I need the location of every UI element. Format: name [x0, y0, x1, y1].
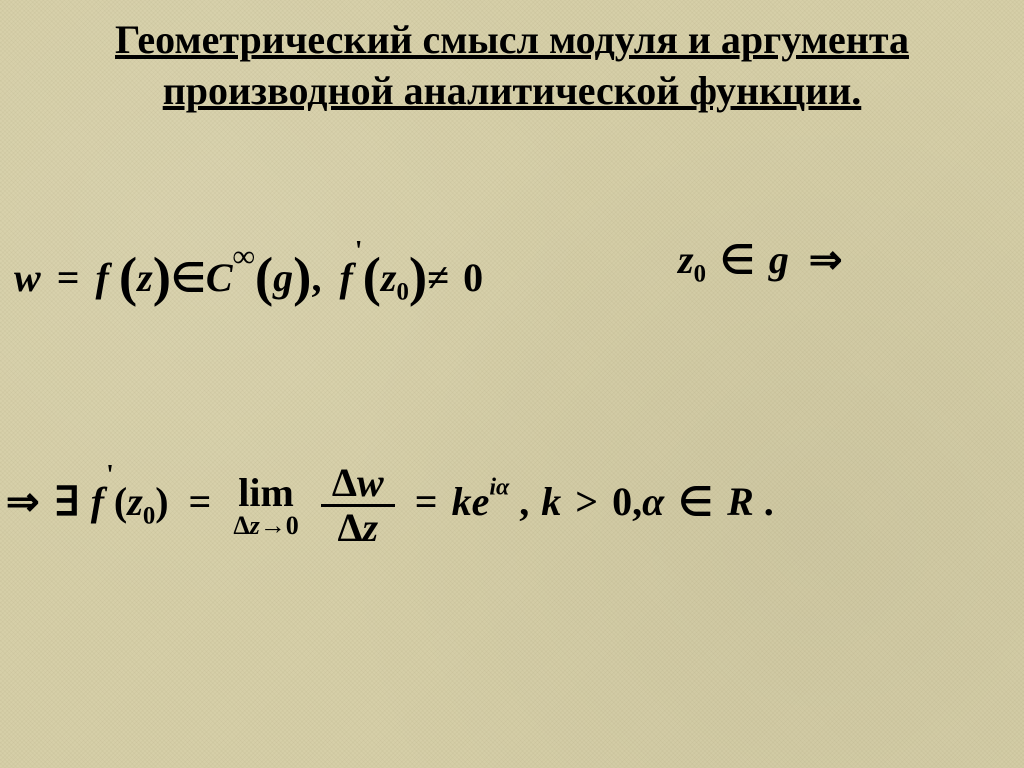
l2-z: z: [127, 479, 143, 524]
var-g: g: [273, 255, 293, 300]
l2-f: f: [91, 479, 104, 524]
num-delta: Δ: [332, 460, 357, 505]
l2-comma2: ,: [632, 479, 642, 524]
exp-alpha: α: [496, 474, 509, 500]
exp-i: i: [489, 474, 496, 500]
l2-comma1: ,: [519, 479, 529, 524]
l2-lparen: (: [114, 479, 127, 524]
fraction-num: Δw: [321, 462, 395, 504]
lim-block: lim Δz→0: [233, 473, 298, 539]
var-e: e: [472, 479, 490, 524]
set-R: R: [727, 479, 754, 524]
period: .: [764, 479, 774, 524]
var-z0-0: 0: [396, 278, 408, 305]
gt-sign: >: [575, 479, 598, 524]
rparen-3: ): [409, 246, 427, 307]
var-z0-z: z: [381, 255, 397, 300]
r-implies: ⇒: [809, 237, 843, 282]
var-z: z: [137, 255, 153, 300]
r-in-symbol: ∈: [720, 237, 755, 282]
zero-1: 0: [463, 255, 483, 300]
fraction-den: Δz: [321, 507, 395, 549]
func-f: f: [95, 255, 108, 300]
exp-i-alpha: iα: [489, 474, 509, 500]
equation-line-1-right: z0 ∈ g ⇒: [678, 236, 842, 289]
l2-prime: ': [106, 460, 114, 491]
sup-infty: ∞: [233, 238, 255, 273]
lim-word: lim: [233, 473, 298, 513]
zero-2: 0: [612, 479, 632, 524]
title-line-1: Геометрический смысл модуля и аргумента: [115, 17, 909, 62]
var-k2: k: [541, 479, 561, 524]
num-w: w: [357, 460, 384, 505]
l2-implies: ⇒: [6, 479, 40, 524]
title-line-2: производной аналитической функции.: [163, 68, 862, 113]
slide-title: Геометрический смысл модуля и аргумента …: [0, 0, 1024, 116]
neq-sign: ≠: [427, 255, 449, 300]
in-symbol-1: ∈: [171, 255, 206, 300]
lparen-3: (: [363, 246, 381, 307]
den-delta: Δ: [337, 505, 362, 550]
den-z: z: [363, 505, 379, 550]
lim-zero: 0: [286, 511, 299, 540]
equation-line-1: w = f (z)∈C∞(g), f'(z0)≠ 0: [14, 236, 483, 308]
lparen-1: (: [119, 246, 137, 307]
set-C: C: [206, 255, 233, 300]
lim-subscript: Δz→0: [233, 513, 298, 539]
r-var-g: g: [769, 237, 789, 282]
var-k: k: [452, 479, 472, 524]
r-sub-0: 0: [694, 261, 706, 288]
r-var-z: z: [678, 237, 694, 282]
l2-eq2: =: [415, 479, 438, 524]
lim-delta: Δ: [233, 511, 249, 540]
fraction: Δw Δz: [321, 462, 395, 549]
func-f-prime: f: [339, 255, 352, 300]
lim-arrow: →: [260, 511, 286, 540]
equation-line-2: ⇒ ∃ f'(z0) = lim Δz→0 Δw Δz = keiα , k >…: [6, 460, 774, 549]
prime-1: ': [355, 236, 363, 267]
l2-eq1: =: [189, 479, 212, 524]
l2-rparen: ): [155, 479, 168, 524]
var-w: w: [14, 255, 41, 300]
eq-sign: =: [57, 255, 80, 300]
comma-1: ,: [311, 255, 321, 300]
in-symbol-2: ∈: [678, 479, 713, 524]
exists-symbol: ∃: [54, 479, 79, 524]
rparen-1: ): [153, 246, 171, 307]
rparen-2: ): [293, 246, 311, 307]
l2-sub0: 0: [143, 502, 155, 529]
lparen-2: (: [255, 246, 273, 307]
var-alpha2: α: [642, 479, 664, 524]
lim-z: z: [250, 511, 260, 540]
